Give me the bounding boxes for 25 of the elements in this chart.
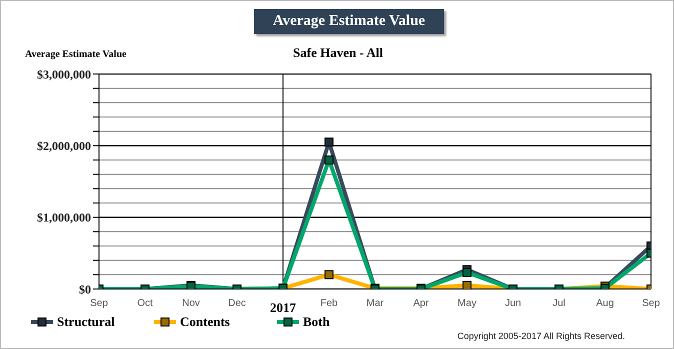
text: Copyright 2005-2017 All Rights Reserved. [457, 331, 625, 341]
point [324, 138, 334, 147]
y-tick-label: $1,000,000 [37, 210, 91, 225]
y-axis-title: Average Estimate Value [25, 49, 126, 60]
legend-label: Structural [57, 314, 115, 330]
x-tick-label: Aug [596, 298, 614, 309]
legend-label: Both [303, 314, 330, 330]
x-tick-label: Jul [552, 298, 566, 309]
legend-label: Contents [180, 314, 230, 330]
chart-title: Average Estimate Value [254, 9, 444, 34]
y-tick-label: $3,000,000 [37, 67, 91, 82]
x-tick-label: Dec [228, 298, 246, 309]
x-tick-label: Sep [642, 298, 660, 309]
x-tick-label: Oct [137, 298, 153, 309]
x-tick-label: May [458, 298, 476, 309]
x-tick-label: Apr [413, 298, 430, 309]
x-tick-label: Feb [320, 298, 338, 309]
x-tick-label: Jun [504, 298, 522, 309]
y-tick-label: $0 [79, 282, 91, 296]
x-tick-label: Mar [366, 298, 384, 309]
x-tick-label: 2017 [270, 300, 296, 316]
x-tick-label: Nov [182, 298, 200, 309]
x-tick-label: Sep [90, 298, 108, 309]
chart-subtitle: Safe Haven - All [293, 45, 383, 60]
y-tick-label: $2,000,000 [37, 138, 91, 153]
